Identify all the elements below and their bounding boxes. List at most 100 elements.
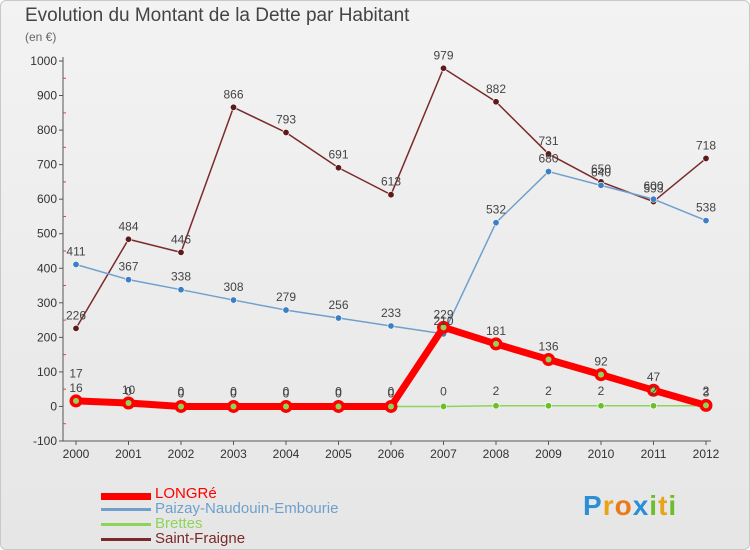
series-line-saint-fraigne	[75, 67, 707, 330]
data-label-brettes: 0	[335, 384, 342, 398]
data-point-inner-longre	[283, 403, 289, 410]
data-point-paizay	[72, 260, 80, 268]
data-point-saint-fraigne	[230, 103, 238, 111]
y-tick-label: -100	[33, 434, 57, 448]
data-point-paizay	[177, 286, 185, 294]
data-point-saint-fraigne	[439, 64, 447, 72]
logo-letter: P	[583, 490, 603, 521]
data-label-paizay: 367	[118, 260, 138, 274]
data-label-paizay: 411	[66, 244, 85, 258]
legend-item-paizay: Paizay-Naudouin-Embourie	[101, 500, 361, 517]
data-point-inner-longre	[493, 340, 499, 347]
data-point-brettes	[649, 402, 657, 410]
data-point-inner-longre	[335, 403, 342, 410]
data-label-longre: 0	[388, 386, 395, 400]
chart-title: Evolution du Montant de la Dette par Hab…	[25, 5, 410, 26]
data-point-saint-fraigne	[125, 235, 133, 243]
data-label-saint-fraigne: 650	[591, 162, 611, 176]
data-point-inner-longre	[178, 403, 184, 410]
x-tick-label: 2000	[63, 447, 90, 461]
data-label-brettes: 0	[125, 384, 132, 398]
data-point-paizay	[230, 296, 238, 304]
data-label-saint-fraigne: 866	[223, 87, 243, 101]
y-tick-label: 700	[37, 158, 57, 172]
data-point-inner-longre	[650, 387, 657, 394]
x-tick-label: 2011	[641, 447, 667, 461]
data-point-saint-fraigne	[334, 164, 342, 172]
data-point-saint-fraigne	[387, 191, 395, 199]
data-point-paizay	[702, 217, 710, 225]
data-point-brettes	[597, 402, 605, 410]
chart-subtitle: (en €)	[25, 30, 57, 44]
data-point-brettes	[492, 402, 500, 410]
x-tick-label: 2009	[535, 447, 562, 461]
data-point-inner-longre	[703, 402, 709, 409]
x-tick-label: 2003	[220, 447, 247, 461]
x-tick-label: 2004	[273, 447, 300, 461]
y-tick-label: 400	[37, 261, 57, 275]
logo-letter: r	[602, 490, 615, 521]
y-tick-label: 500	[37, 227, 57, 241]
data-label-brettes: 0	[440, 384, 447, 398]
data-point-paizay	[597, 181, 605, 189]
data-label-saint-fraigne: 691	[328, 148, 348, 162]
data-point-inner-longre	[125, 400, 132, 406]
data-label-saint-fraigne: 226	[66, 308, 86, 322]
y-tick-label: 0	[50, 399, 57, 413]
data-point-paizay	[125, 276, 133, 284]
data-label-saint-fraigne: 613	[381, 175, 401, 189]
x-tick-label: 2012	[693, 447, 720, 461]
data-label-paizay: 256	[328, 298, 348, 312]
data-label-brettes: 17	[69, 367, 83, 381]
data-label-longre: 10	[122, 383, 136, 397]
data-label-brettes: 2	[598, 384, 605, 398]
data-label-paizay: 532	[486, 203, 506, 217]
y-tick-label: 800	[37, 123, 57, 137]
data-label-brettes: 0	[230, 384, 237, 398]
data-label-paizay: 279	[276, 290, 296, 304]
data-point-saint-fraigne	[177, 248, 185, 256]
data-label-longre: 92	[594, 355, 608, 369]
data-point-brettes	[544, 402, 552, 410]
proxiti-logo: Proxiti	[583, 490, 677, 522]
data-point-paizay	[649, 195, 657, 203]
data-label-longre: 47	[647, 370, 661, 384]
data-point-inner-longre	[73, 397, 79, 404]
data-label-longre: 136	[538, 339, 558, 353]
y-tick-label: 300	[37, 296, 57, 310]
data-label-longre: 229	[433, 307, 453, 321]
data-point-saint-fraigne	[544, 150, 552, 158]
data-label-paizay: 538	[696, 201, 716, 215]
data-label-saint-fraigne: 446	[171, 232, 191, 246]
legend-item-saint-fraigne: Saint-Fraigne	[101, 530, 361, 547]
data-label-saint-fraigne: 731	[538, 134, 558, 148]
legend-label-longre: LONGRé	[155, 485, 217, 502]
data-point-saint-fraigne	[282, 129, 290, 137]
data-point-saint-fraigne	[72, 324, 80, 332]
legend-item-longre: LONGRé	[101, 485, 361, 502]
legend-label-paizay: Paizay-Naudouin-Embourie	[155, 500, 339, 517]
data-label-paizay: 680	[538, 152, 558, 166]
x-tick-label: 2005	[325, 447, 352, 461]
data-label-paizay: 600	[643, 179, 663, 193]
data-point-inner-longre	[388, 403, 394, 410]
data-label-saint-fraigne: 793	[276, 113, 296, 127]
data-point-inner-longre	[230, 403, 237, 410]
y-tick-label: 900	[37, 89, 57, 103]
data-point-brettes	[439, 402, 447, 410]
legend-swatch-paizay	[101, 508, 151, 511]
data-point-inner-longre	[545, 356, 552, 363]
data-label-longre: 181	[486, 324, 506, 338]
data-label-brettes: 2	[493, 384, 500, 398]
legend-item-brettes: Brettes	[101, 515, 361, 532]
legend-swatch-saint-fraigne	[101, 538, 151, 541]
data-point-paizay	[544, 168, 552, 176]
legend-label-brettes: Brettes	[155, 515, 203, 532]
data-label-longre: 0	[283, 386, 290, 400]
data-label-saint-fraigne: 718	[696, 138, 716, 152]
y-tick-label: 1000	[30, 54, 57, 68]
logo-letter: i	[668, 490, 678, 521]
y-tick-label: 600	[37, 192, 57, 206]
data-label-longre: 0	[230, 386, 237, 400]
